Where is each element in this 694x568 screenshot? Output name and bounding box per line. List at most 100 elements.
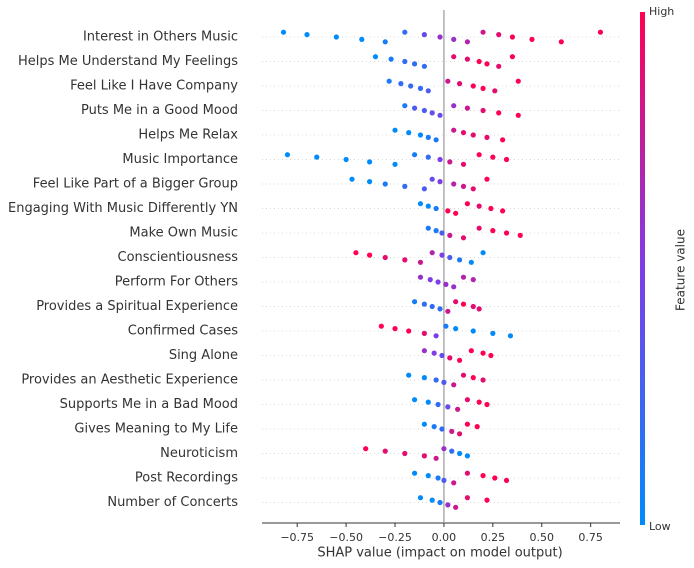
dot [421, 301, 427, 307]
dot [503, 156, 510, 163]
dot [392, 161, 398, 167]
y-tick-label: Perform For Others [115, 275, 239, 290]
dot [402, 58, 408, 65]
y-tick-label: Supports Me in a Bad Mood [60, 397, 238, 412]
dot [406, 372, 412, 378]
x-tick-label: 0.75 [578, 531, 603, 544]
dot [451, 382, 457, 388]
dot [490, 154, 496, 160]
dot [304, 31, 310, 38]
dot [392, 326, 398, 332]
dot [460, 130, 467, 136]
dot [431, 350, 437, 356]
dot [451, 54, 457, 60]
dot [437, 156, 443, 163]
dot [314, 154, 320, 160]
dot [386, 78, 392, 84]
dot [284, 152, 291, 158]
dot [476, 203, 482, 209]
dot [445, 78, 451, 84]
dot [333, 34, 339, 40]
dot [437, 306, 443, 312]
dot [363, 446, 369, 452]
dot [517, 232, 523, 238]
dot [411, 397, 418, 403]
dot [460, 301, 467, 307]
dot [425, 154, 431, 160]
y-tick-label: Provides an Aesthetic Experience [21, 373, 238, 388]
dot [439, 252, 445, 258]
y-tick-label: Neuroticism [160, 446, 238, 461]
dot [484, 176, 490, 182]
dot [421, 375, 427, 381]
dot [496, 63, 502, 69]
dot [417, 85, 424, 91]
dot [280, 29, 287, 35]
dot [411, 61, 418, 67]
dot [474, 424, 480, 430]
dot [382, 181, 388, 187]
x-tick-label: −0.75 [280, 531, 314, 544]
dot [421, 348, 427, 354]
dot [445, 308, 451, 314]
dot [509, 54, 516, 60]
dot [468, 348, 474, 354]
dot [480, 107, 486, 114]
dot [388, 56, 394, 62]
y-tick-label: Post Recordings [135, 471, 238, 486]
dot [460, 235, 467, 241]
dot [447, 159, 453, 165]
y-tick-label: Engaging With Music Differently YN [8, 201, 238, 216]
dot [453, 504, 459, 510]
dot [456, 357, 463, 363]
dot [456, 81, 463, 87]
dot [456, 450, 463, 457]
y-tick-label: Feel Like I Have Company [70, 79, 238, 94]
dot [464, 495, 471, 501]
x-tick-label: −0.25 [378, 531, 412, 544]
dot [439, 426, 445, 432]
dot [456, 431, 463, 437]
x-tick-label: 0.00 [432, 531, 457, 544]
dot [411, 470, 418, 476]
dot [435, 279, 441, 285]
dot [366, 179, 373, 185]
dot [406, 328, 412, 334]
dot [425, 225, 431, 231]
x-tick-label: −0.50 [329, 531, 363, 544]
dot [447, 355, 453, 361]
dot [443, 323, 449, 329]
dot [460, 161, 467, 167]
dot [372, 54, 379, 60]
dot [464, 105, 471, 111]
dot [343, 156, 349, 163]
dot [480, 377, 486, 383]
dot [417, 259, 424, 265]
dot [480, 473, 486, 479]
dot [500, 208, 506, 214]
dot [480, 250, 486, 256]
dot [382, 39, 388, 45]
dot [421, 31, 427, 38]
colorbar [640, 12, 645, 525]
dot [359, 36, 365, 43]
y-tick-label: Confirmed Cases [128, 324, 238, 339]
dot [411, 152, 418, 158]
dot [411, 105, 418, 111]
y-tick-label: Provides a Spiritual Experience [36, 299, 238, 314]
dot [425, 399, 431, 405]
dot [402, 103, 408, 109]
dot [451, 181, 457, 187]
dot [441, 446, 447, 452]
dot [425, 473, 431, 479]
y-tick-label: Interest in Others Music [83, 30, 238, 45]
dot [453, 326, 459, 332]
x-axis-label: SHAP value (impact on model output) [317, 546, 562, 561]
dot [464, 201, 471, 207]
dot [500, 137, 506, 143]
dot [435, 401, 441, 408]
dot [484, 497, 490, 503]
dot [417, 132, 424, 138]
dot [349, 176, 355, 182]
y-tick-label: Music Importance [122, 152, 238, 167]
